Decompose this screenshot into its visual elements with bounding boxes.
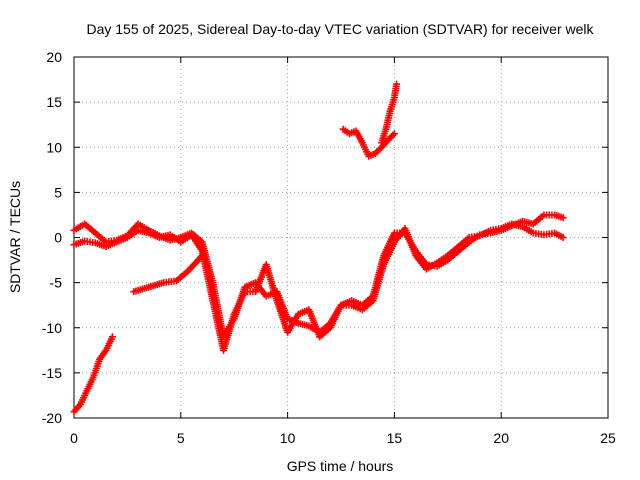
x-tick-label: 5 (177, 430, 185, 446)
x-tick-label: 25 (600, 430, 616, 446)
y-tick-label: -15 (42, 365, 62, 381)
grid (74, 57, 608, 418)
y-axis-label: SDTVAR / TECUs (7, 181, 23, 293)
x-tick-label: 15 (387, 430, 403, 446)
series-5 (339, 125, 398, 160)
y-tick-label: 0 (54, 230, 62, 246)
data-point (559, 234, 567, 241)
data-point (198, 252, 206, 260)
data-point (559, 214, 567, 222)
chart-title: Day 155 of 2025, Sidereal Day-to-day VTE… (86, 21, 594, 37)
data-points (70, 80, 567, 416)
x-axis-ticks: 0 5 10 15 20 25 (70, 57, 616, 446)
series-2 (70, 220, 567, 354)
series-3 (70, 333, 116, 416)
x-tick-label: 0 (70, 430, 78, 446)
y-tick-label: 5 (54, 184, 62, 200)
data-point (108, 333, 116, 341)
x-tick-label: 10 (280, 430, 296, 446)
y-tick-label: -5 (50, 275, 63, 291)
y-tick-label: 15 (46, 94, 62, 110)
x-axis-label: GPS time / hours (287, 458, 394, 474)
data-point (393, 80, 401, 88)
x-tick-label: 20 (493, 430, 509, 446)
y-axis-ticks: -20 -15 -10 -5 0 5 10 15 20 (42, 49, 608, 426)
series-6 (378, 80, 401, 147)
y-tick-label: 10 (46, 139, 62, 155)
data-point (390, 130, 398, 138)
y-tick-label: 20 (46, 49, 62, 65)
y-tick-label: -10 (42, 320, 62, 336)
y-tick-label: -20 (42, 410, 62, 426)
series-4 (130, 252, 206, 296)
